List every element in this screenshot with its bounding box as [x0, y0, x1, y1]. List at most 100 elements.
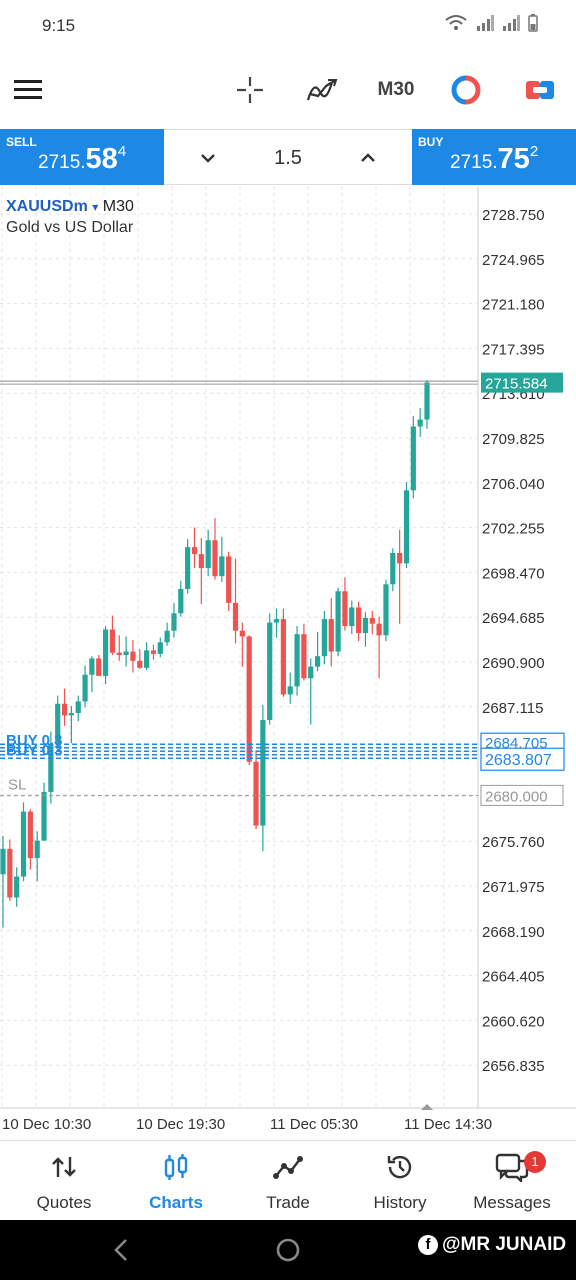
nav-history-label: History: [373, 1193, 427, 1212]
candle-up: [390, 552, 396, 585]
candle-up: [55, 703, 61, 745]
crosshair-icon: [237, 77, 263, 103]
candle-up: [41, 791, 47, 841]
bottom-navigation: Quotes Charts Trade History 1 Messages: [0, 1140, 576, 1220]
candle-up: [89, 658, 95, 675]
candle-down: [191, 547, 198, 555]
nav-trade[interactable]: Trade: [232, 1149, 344, 1221]
candle-up: [123, 651, 129, 656]
status-icons: [444, 14, 538, 32]
buy-order-label: BUY 0.3: [6, 732, 62, 749]
stop-loss-tag-text: 2680.000: [485, 788, 548, 805]
stop-loss-tag: [480, 784, 564, 806]
y-tick-label: 2675.760: [482, 834, 545, 851]
x-tick-label: 11 Dec 05:30: [270, 1116, 358, 1133]
trade-icon: [273, 1156, 303, 1179]
messages-icon: [495, 1153, 529, 1182]
candle-down: [116, 652, 122, 656]
y-tick-label: 2664.405: [482, 969, 545, 986]
one-click-trading-button[interactable]: [444, 68, 488, 112]
menu-button[interactable]: [8, 68, 48, 112]
y-tick-label: 2717.395: [482, 341, 545, 358]
home-icon[interactable]: [274, 1236, 302, 1264]
candle-up: [273, 619, 280, 623]
chevron-up-icon[interactable]: [354, 144, 382, 172]
candle-down: [198, 554, 204, 569]
current-price-tag-text: 2715.584: [485, 376, 548, 393]
crosshair-button[interactable]: [228, 68, 272, 112]
candle-down: [212, 540, 218, 577]
nav-quotes-label: Quotes: [36, 1193, 92, 1212]
candle-down: [61, 703, 68, 716]
back-icon[interactable]: [108, 1236, 136, 1264]
candle-up: [417, 419, 423, 427]
buy-line-tag: [480, 747, 565, 771]
timeframe-button[interactable]: M30: [377, 79, 415, 100]
candle-up: [362, 617, 369, 633]
battery-icon: [528, 14, 538, 32]
chevron-down-icon[interactable]: [194, 144, 222, 172]
sell-price: 2715. 58 4: [38, 143, 126, 176]
buy-label: BUY: [418, 135, 444, 149]
buy-order-label-2: BUY 0.3: [6, 742, 62, 759]
candle-up: [178, 588, 184, 614]
candle-up: [205, 540, 211, 569]
watermark: f @MR JUNAID: [418, 1234, 566, 1256]
lot-value[interactable]: 1.5: [274, 147, 302, 169]
price-chart[interactable]: 2728.750 2724.965 2721.180 2717.395 2713.610…: [0, 186, 576, 1136]
nav-messages-label: Messages: [473, 1193, 551, 1212]
symbol-header[interactable]: XAUUSDm ▾ M30: [6, 198, 134, 216]
candle-up: [164, 630, 170, 643]
candle-up: [267, 622, 273, 720]
candle-down: [356, 607, 362, 633]
y-tick-label: 2668.190: [482, 924, 545, 941]
quotes-icon: [52, 1157, 76, 1177]
buy-price-big: 75: [497, 143, 530, 175]
sell-price-small: 2715.: [38, 152, 86, 173]
y-tick-label: 2671.975: [482, 879, 545, 896]
candle-up: [171, 613, 177, 631]
one-click-icon: [451, 75, 481, 105]
facebook-icon: f: [418, 1235, 438, 1255]
candle-up: [75, 701, 81, 714]
candle-down: [27, 811, 33, 859]
nav-quotes[interactable]: Quotes: [8, 1149, 120, 1221]
chart-canvas[interactable]: 2728.7502724.9652721.1802717.3952713.610…: [0, 186, 576, 1136]
symbol-description: Gold vs US Dollar: [6, 219, 134, 236]
charts-icon: [164, 1154, 188, 1180]
candle-up: [82, 674, 88, 702]
candle-down: [7, 848, 13, 898]
buy-button[interactable]: BUY 2715. 75 2: [412, 129, 576, 185]
candle-up: [403, 490, 410, 564]
indicators-button[interactable]: [300, 68, 344, 112]
nav-messages[interactable]: 1 Messages: [456, 1149, 568, 1221]
candle-down: [246, 636, 252, 762]
candle-up: [335, 591, 341, 652]
watermark-text: @MR JUNAID: [442, 1234, 567, 1255]
symbol-dropdown-icon[interactable]: ▾: [92, 200, 99, 214]
candle-up: [424, 382, 430, 420]
hamburger-icon: [14, 80, 42, 99]
chart-shift-marker: [421, 1104, 433, 1110]
candle-up: [0, 848, 6, 875]
candle-up: [219, 556, 225, 577]
candle-down: [328, 619, 334, 652]
candle-down: [397, 552, 403, 564]
candle-up: [349, 607, 355, 627]
new-order-button[interactable]: [518, 68, 562, 112]
stop-loss-label: SL: [8, 776, 26, 793]
candle-up: [308, 666, 314, 679]
sell-price-sup: 4: [117, 143, 127, 160]
wifi-call-icon: [445, 15, 467, 30]
candle-down: [137, 660, 143, 668]
symbol-name[interactable]: XAUUSDm: [6, 198, 88, 215]
nav-charts[interactable]: Charts: [120, 1149, 232, 1221]
candle-up: [383, 584, 389, 636]
sell-button[interactable]: SELL 2715. 58 4: [0, 129, 164, 185]
x-tick-label: 10 Dec 19:30: [136, 1116, 225, 1133]
candle-down: [226, 556, 232, 603]
candle-down: [253, 761, 259, 826]
buy-line-tag-text: 2683.807: [485, 752, 552, 769]
nav-history[interactable]: History: [344, 1149, 456, 1221]
signal-2-icon: [503, 15, 520, 31]
